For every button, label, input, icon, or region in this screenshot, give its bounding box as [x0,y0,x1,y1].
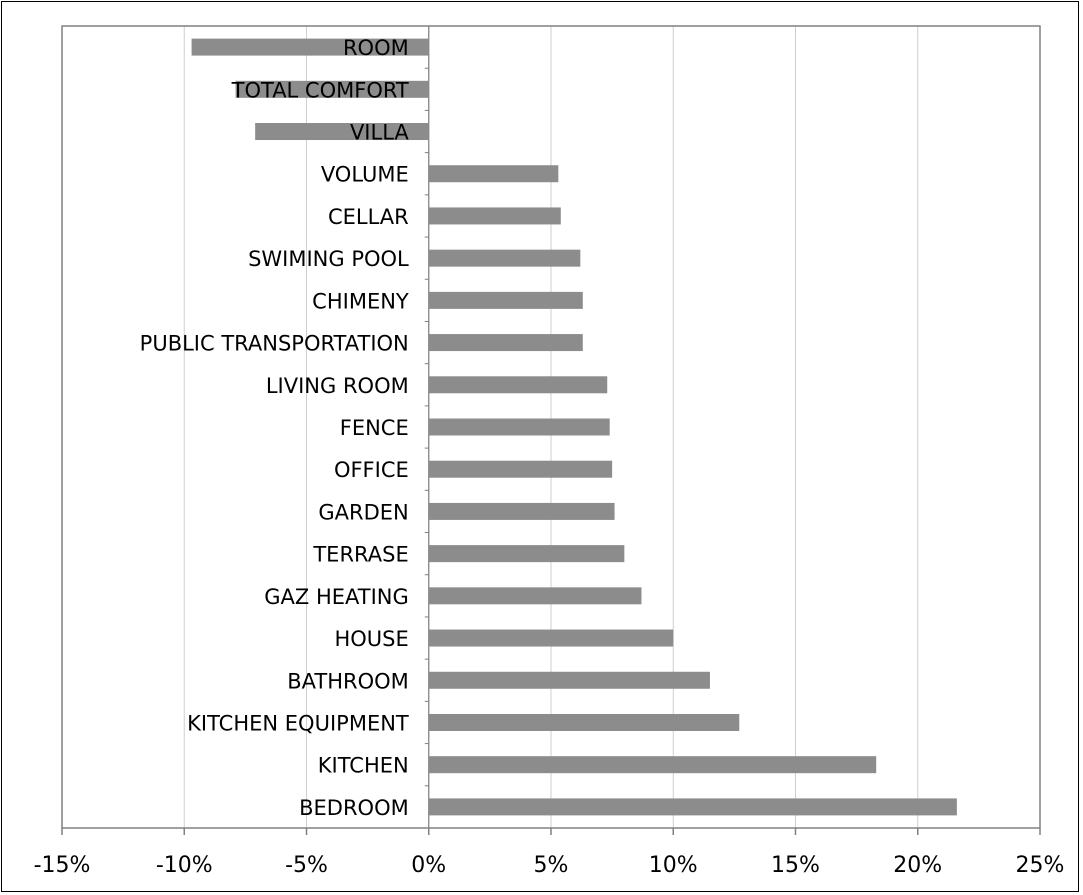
x-tick-label: 20% [893,853,942,878]
category-label: VOLUME [321,163,409,187]
bar-house [428,629,674,647]
category-label: OFFICE [334,458,409,482]
category-label: BEDROOM [299,796,409,820]
category-label: SWIMING POOL [248,247,409,271]
x-tick-label: 5% [534,853,569,878]
bar-garden [428,502,615,520]
bar-bedroom [428,798,957,816]
bar-terrase [428,545,625,563]
bar-living-room [428,376,608,394]
category-label: CHIMENY [312,289,409,313]
bar-kitchen [428,756,877,774]
category-label: ROOM [343,36,409,60]
category-label: CELLAR [328,205,409,229]
x-tick-label: 25% [1016,853,1065,878]
bar-chimeny [428,291,583,309]
category-label: GARDEN [318,500,408,524]
x-tick-label: 10% [649,853,698,878]
category-label: BATHROOM [287,669,409,693]
category-label: HOUSE [334,627,408,651]
bar-room [191,38,429,56]
category-label: KITCHEN EQUIPMENT [187,711,409,735]
bar-fence [428,418,610,436]
category-label: LIVING ROOM [266,374,409,398]
category-label: FENCE [340,416,409,440]
category-labels: ROOM TOTAL COMFORT VILLA VOLUME CELLAR SWIMIN… [140,36,410,820]
x-axis: -15% -10% -5% 0% 5% 10% 15% 20% 25% [34,828,1065,878]
bar-swiming-pool [428,249,581,267]
x-tick-label: 0% [411,853,446,878]
x-tick-label: -10% [156,853,213,878]
category-label: TOTAL COMFORT [231,78,409,102]
bar-public-transportation [428,334,583,352]
bar-office [428,460,613,478]
bar-gaz-heating [428,587,642,605]
bar-cellar [428,207,561,225]
category-label: VILLA [350,121,409,145]
bar-kitchen-equipment [428,713,740,731]
bar-villa [255,123,429,141]
bar-volume [428,165,559,183]
category-label: PUBLIC TRANSPORTATION [140,332,409,356]
bar-total-comfort [235,80,429,98]
bar-bathroom [428,671,710,689]
bars [191,38,957,816]
x-tick-label: -5% [285,853,328,878]
category-label: TERRASE [312,543,408,567]
x-tick-label: -15% [34,853,91,878]
x-tick-label: 15% [771,853,820,878]
category-label: GAZ HEATING [264,585,409,609]
category-label: KITCHEN [318,754,409,778]
